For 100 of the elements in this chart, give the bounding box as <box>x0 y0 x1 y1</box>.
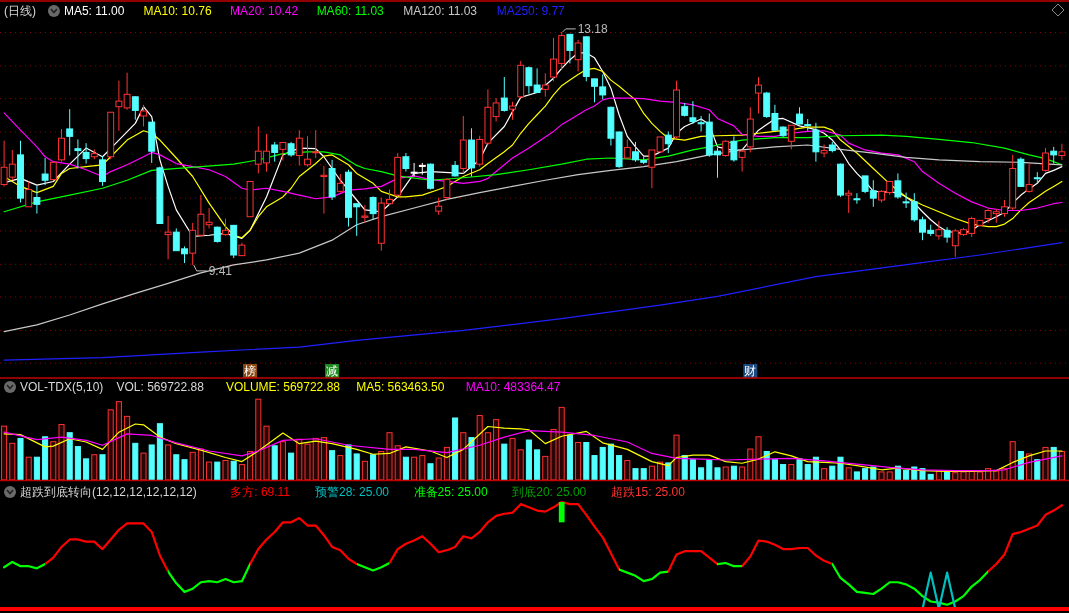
candlestick <box>1025 163 1033 194</box>
bar <box>845 467 852 481</box>
candlestick <box>402 152 410 173</box>
bar <box>476 415 483 481</box>
bar <box>648 465 655 481</box>
bar <box>632 468 639 481</box>
candlestick <box>894 172 902 200</box>
bar <box>173 454 180 481</box>
candlestick <box>410 162 418 178</box>
bar <box>689 459 696 481</box>
bar <box>575 442 582 481</box>
bar <box>591 455 598 481</box>
bar <box>542 455 549 481</box>
bar <box>616 455 623 481</box>
candlestick <box>164 215 172 260</box>
bar <box>771 459 778 481</box>
chart-title: VOL-TDX(5,10) <box>20 380 104 394</box>
candlestick <box>336 173 344 194</box>
bar <box>853 471 860 481</box>
bar <box>607 443 614 481</box>
candlestick <box>500 76 508 113</box>
candlestick <box>541 72 549 98</box>
bar <box>493 419 500 481</box>
bar <box>534 449 541 481</box>
bar <box>329 450 336 481</box>
candlestick <box>41 157 49 186</box>
bar <box>780 464 787 481</box>
annotation: 13.18 <box>577 22 609 37</box>
text: MA60: 11.03 <box>316 4 385 18</box>
text: MA20: 10.42 <box>230 4 299 18</box>
bar <box>755 436 762 481</box>
candlestick <box>820 143 828 158</box>
candlestick <box>1042 147 1049 173</box>
candlestick <box>1058 143 1066 161</box>
bar <box>66 432 73 481</box>
candlestick <box>131 95 139 121</box>
bar <box>640 468 647 481</box>
bar <box>370 454 377 481</box>
bar <box>739 466 746 481</box>
candlestick <box>312 129 320 159</box>
bar <box>550 428 557 481</box>
bar <box>17 437 24 481</box>
bar <box>312 437 319 481</box>
bar <box>747 448 754 481</box>
candlestick <box>943 226 951 244</box>
bar <box>91 454 98 481</box>
bar <box>132 442 139 481</box>
bar <box>730 465 737 481</box>
candlestick <box>33 185 41 215</box>
bar <box>238 464 245 481</box>
bar <box>829 465 836 481</box>
text: 到底20: 25.00 <box>512 485 587 499</box>
candlestick <box>140 104 147 127</box>
candlestick <box>443 177 451 201</box>
bar <box>222 459 229 481</box>
candlestick <box>574 39 582 72</box>
bar <box>796 458 803 481</box>
bar <box>624 459 631 481</box>
candlestick <box>99 155 106 187</box>
bar <box>206 461 213 481</box>
candlestick <box>320 165 328 215</box>
candlestick <box>369 195 377 221</box>
bar <box>189 451 196 481</box>
bar <box>566 434 573 481</box>
bar <box>452 417 459 481</box>
bar <box>706 459 713 481</box>
bar <box>402 456 409 481</box>
bar <box>50 441 57 481</box>
bar <box>665 462 672 481</box>
bar <box>862 468 869 481</box>
candlestick <box>25 180 33 208</box>
bar <box>837 456 844 481</box>
candlestick <box>66 108 74 157</box>
bar <box>886 471 893 481</box>
bar <box>255 398 262 481</box>
bar <box>1058 450 1065 481</box>
bar <box>1 425 8 481</box>
bar <box>927 473 934 481</box>
bar <box>960 471 967 481</box>
bar <box>952 472 959 481</box>
candlestick <box>787 124 795 150</box>
bar <box>1009 441 1016 481</box>
series-label: VOL: 569722.88 <box>116 380 205 394</box>
bar <box>279 441 286 481</box>
bar <box>443 446 450 481</box>
bar <box>83 458 90 481</box>
bar <box>74 446 81 481</box>
bar <box>525 439 532 481</box>
bar <box>394 445 401 481</box>
candlestick <box>738 149 746 173</box>
candlestick <box>689 100 697 125</box>
candlestick <box>271 141 279 163</box>
candlestick <box>82 142 90 165</box>
bar <box>435 457 442 481</box>
bar <box>214 461 221 481</box>
text: MA10: 10.76 <box>143 4 212 18</box>
candlestick <box>361 204 369 224</box>
bar <box>657 461 664 481</box>
bar <box>25 456 32 481</box>
bar <box>468 437 475 481</box>
